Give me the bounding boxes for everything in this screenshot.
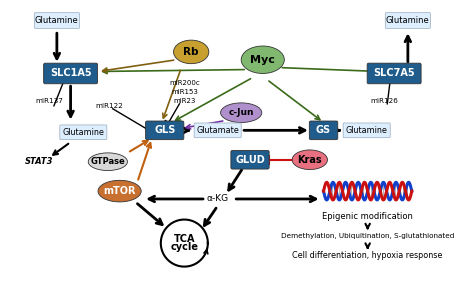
Text: miR23: miR23	[173, 98, 195, 104]
Text: TCA: TCA	[173, 234, 195, 244]
Text: Epigenic modification: Epigenic modification	[322, 212, 413, 221]
Text: Kras: Kras	[298, 155, 322, 165]
Text: Glutamine: Glutamine	[386, 16, 430, 25]
FancyBboxPatch shape	[385, 13, 430, 28]
Text: miR200c: miR200c	[169, 80, 200, 86]
Text: SLC1A5: SLC1A5	[50, 69, 91, 78]
FancyBboxPatch shape	[310, 121, 338, 140]
Text: SLC7A5: SLC7A5	[374, 69, 415, 78]
Text: miR137: miR137	[35, 98, 63, 104]
Text: GLS: GLS	[154, 125, 175, 135]
Text: miR126: miR126	[370, 98, 398, 104]
FancyBboxPatch shape	[60, 125, 107, 140]
Text: GTPase: GTPase	[91, 157, 125, 166]
Text: miR153: miR153	[171, 89, 198, 95]
Text: mTOR: mTOR	[103, 186, 136, 196]
Text: c-Jun: c-Jun	[228, 108, 254, 117]
Text: cycle: cycle	[170, 242, 198, 252]
Ellipse shape	[98, 180, 141, 202]
FancyBboxPatch shape	[367, 63, 421, 84]
FancyBboxPatch shape	[44, 63, 98, 84]
Text: α-KG: α-KG	[207, 194, 229, 203]
Text: Myc: Myc	[250, 55, 275, 65]
Ellipse shape	[173, 40, 209, 64]
Text: GLUD: GLUD	[235, 155, 265, 165]
Text: Cell differentiation, hypoxia response: Cell differentiation, hypoxia response	[292, 251, 443, 260]
Ellipse shape	[241, 46, 284, 74]
Ellipse shape	[88, 153, 128, 171]
FancyBboxPatch shape	[194, 123, 241, 138]
FancyBboxPatch shape	[343, 123, 390, 138]
FancyBboxPatch shape	[231, 151, 269, 169]
FancyBboxPatch shape	[146, 121, 184, 140]
Text: GS: GS	[316, 125, 331, 135]
Text: STAT3: STAT3	[25, 157, 54, 166]
Text: Glutamine: Glutamine	[63, 128, 104, 137]
Text: Glutamate: Glutamate	[196, 126, 239, 135]
Text: miR122: miR122	[96, 103, 124, 109]
Text: Glutamine: Glutamine	[346, 126, 388, 135]
Text: Demethylation, Ubiquitination, S-glutathionated: Demethylation, Ubiquitination, S-glutath…	[281, 233, 455, 239]
Text: Glutamine: Glutamine	[35, 16, 79, 25]
Text: Rb: Rb	[183, 47, 199, 57]
Ellipse shape	[220, 103, 262, 123]
Ellipse shape	[292, 150, 328, 170]
FancyBboxPatch shape	[34, 13, 80, 28]
